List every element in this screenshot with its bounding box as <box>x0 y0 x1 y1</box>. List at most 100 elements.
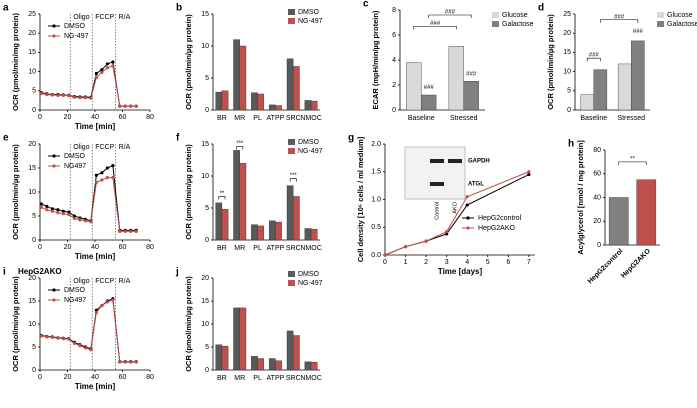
data-point <box>100 304 104 308</box>
y-tick-label: 0.5 <box>371 224 381 231</box>
data-point <box>50 207 54 211</box>
legend-swatch <box>288 9 295 15</box>
bar <box>310 100 318 111</box>
x-tick-label: PL <box>253 115 262 122</box>
x-axis-label: Time [min] <box>75 382 116 391</box>
annotation: ** <box>630 156 635 162</box>
data-point <box>111 298 115 302</box>
y-tick-label: 0 <box>32 237 36 244</box>
data-point <box>527 172 531 177</box>
x-tick-label: Stressed <box>450 115 478 122</box>
significance-bracket <box>413 25 457 30</box>
x-tick-label: 80 <box>146 114 154 121</box>
y-tick-label: 40 <box>593 194 601 201</box>
legend-label: Glucose <box>502 12 528 19</box>
bar <box>251 92 258 111</box>
data-point <box>61 209 65 213</box>
data-point <box>72 214 76 218</box>
panel-letter: c <box>363 0 369 10</box>
legend-swatch <box>657 12 664 18</box>
bar <box>304 100 312 111</box>
legend-label: HepG2AKO <box>478 225 516 232</box>
blot-band <box>430 182 444 186</box>
x-tick-label: BR <box>217 245 227 252</box>
bar <box>215 91 223 111</box>
data-point <box>39 91 43 96</box>
bar <box>239 307 247 371</box>
bar <box>257 358 265 371</box>
legend-swatch <box>657 21 664 27</box>
bar <box>293 196 300 241</box>
bar <box>448 46 464 111</box>
bar <box>239 162 247 241</box>
legend-label: HepG2control <box>478 215 522 222</box>
legend-label: DMSO <box>64 287 86 294</box>
legend-marker <box>52 298 56 302</box>
bar <box>268 220 276 241</box>
legend-marker <box>52 24 56 28</box>
y-tick-label: 10 <box>28 189 36 196</box>
data-point <box>123 229 127 233</box>
panel-letter: f <box>176 133 180 144</box>
x-tick-label: NMOC <box>300 115 321 122</box>
x-tick-label: NMOC <box>300 245 321 252</box>
y-tick-label: 0 <box>597 242 601 249</box>
bar <box>608 197 629 246</box>
blot-protein: ATGL <box>468 182 484 188</box>
data-point <box>94 173 98 177</box>
significance-bracket <box>618 161 647 165</box>
data-point <box>56 336 60 340</box>
injection-label: R/A <box>119 278 131 285</box>
y-tick-label: 25 <box>563 11 571 18</box>
x-tick-label: 0 <box>383 259 387 266</box>
y-tick-label: 0 <box>32 367 36 374</box>
data-point <box>445 232 449 236</box>
annotation: ### <box>430 21 441 27</box>
y-tick-label: 10 <box>563 68 571 75</box>
y-axis-label: OCR (pmol/min/µg protein) <box>184 276 193 372</box>
annotation: ### <box>466 71 477 77</box>
bar <box>593 69 608 111</box>
y-tick-label: 10 <box>28 68 36 75</box>
bar <box>617 63 632 111</box>
data-point <box>118 229 122 233</box>
data-point <box>100 70 104 74</box>
y-tick-label: 80 <box>593 147 601 154</box>
x-tick-label: 7 <box>527 259 531 266</box>
blot-lane: AKO <box>452 201 458 213</box>
y-tick-label: 15 <box>201 298 209 305</box>
bar <box>310 361 318 371</box>
data-point <box>83 219 87 223</box>
data-point <box>72 216 76 220</box>
x-tick-label: 40 <box>91 244 99 251</box>
y-tick-label: 5 <box>32 88 36 95</box>
blot-protein: GAPDH <box>468 159 490 165</box>
x-tick-label: 80 <box>146 244 154 251</box>
y-tick-label: 8 <box>392 7 396 14</box>
data-point <box>465 195 469 199</box>
legend-swatch <box>288 148 295 154</box>
data-point <box>94 71 98 76</box>
x-tick-label: HepG2control <box>587 248 625 286</box>
annotation: *** <box>236 141 244 147</box>
x-tick-label: PL <box>253 245 262 252</box>
data-point <box>72 95 76 99</box>
y-axis-label: OCR (pmol/min/µg protein) <box>11 144 20 240</box>
annotation: ### <box>589 53 600 59</box>
x-tick-label: Stressed <box>617 115 645 122</box>
legend-label: DMSO <box>64 153 86 160</box>
x-tick-label: 40 <box>91 114 99 121</box>
y-tick-label: 2.0 <box>371 141 381 148</box>
annotation: ** <box>220 191 225 197</box>
data-point <box>403 245 408 249</box>
x-tick-label: Baseline <box>580 115 607 122</box>
bar <box>293 66 300 111</box>
bar <box>304 361 312 371</box>
data-point <box>83 346 87 350</box>
y-tick-label: 0 <box>205 107 209 114</box>
data-point <box>134 229 138 233</box>
data-point <box>94 180 98 184</box>
y-axis-label: Acylglycerol [nmol / mg protein] <box>576 140 585 255</box>
x-tick-label: 0 <box>38 244 42 251</box>
x-tick-label: BR <box>217 375 227 382</box>
